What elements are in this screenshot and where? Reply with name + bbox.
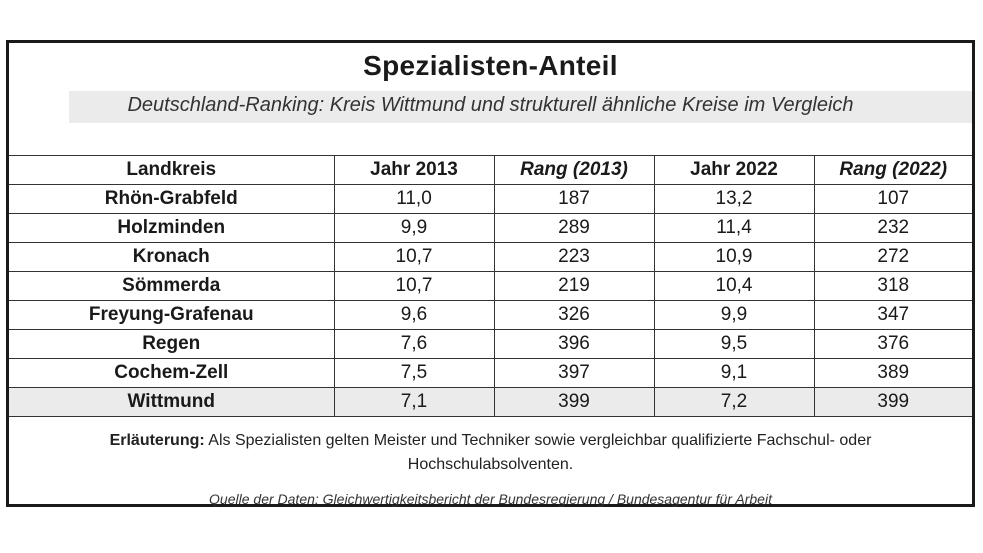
table-row: Freyung-Grafenau 9,6 326 9,9 347 [9, 300, 972, 330]
column-header-jahr-2013: Jahr 2013 [334, 155, 495, 185]
cell-landkreis: Regen [9, 329, 335, 359]
cell-landkreis: Cochem-Zell [9, 358, 335, 388]
column-header-landkreis: Landkreis [9, 155, 335, 185]
cell-rang-2022: 376 [814, 329, 972, 359]
column-header-rang-2022: Rang (2022) [814, 155, 972, 185]
cell-landkreis: Holzminden [9, 213, 335, 243]
cell-rang-2013: 219 [494, 271, 655, 301]
table-row: Rhön-Grabfeld 11,0 187 13,2 107 [9, 184, 972, 214]
cell-jahr-2022: 10,4 [654, 271, 815, 301]
table-row: Kronach 10,7 223 10,9 272 [9, 242, 972, 272]
cell-jahr-2022: 7,2 [654, 387, 815, 417]
cell-rang-2022: 232 [814, 213, 972, 243]
cell-jahr-2022: 10,9 [654, 242, 815, 272]
explanation-note: Erläuterung: Als Spezialisten gelten Mei… [49, 429, 932, 477]
cell-jahr-2022: 11,4 [654, 213, 815, 243]
column-header-rang-2013: Rang (2013) [494, 155, 655, 185]
column-header-jahr-2022: Jahr 2022 [654, 155, 815, 185]
cell-jahr-2013: 7,5 [334, 358, 495, 388]
cell-jahr-2013: 11,0 [334, 184, 495, 214]
cell-rang-2022: 399 [814, 387, 972, 417]
cell-jahr-2022: 9,5 [654, 329, 815, 359]
cell-rang-2022: 347 [814, 300, 972, 330]
cell-jahr-2022: 9,9 [654, 300, 815, 330]
table-row: Holzminden 9,9 289 11,4 232 [9, 213, 972, 243]
cell-jahr-2013: 9,6 [334, 300, 495, 330]
cell-landkreis: Freyung-Grafenau [9, 300, 335, 330]
table-header-row: Landkreis Jahr 2013 Rang (2013) Jahr 202… [9, 155, 972, 185]
cell-jahr-2013: 10,7 [334, 271, 495, 301]
cell-rang-2013: 326 [494, 300, 655, 330]
cell-rang-2013: 396 [494, 329, 655, 359]
table-row: Cochem-Zell 7,5 397 9,1 389 [9, 358, 972, 388]
cell-rang-2022: 107 [814, 184, 972, 214]
cell-jahr-2022: 13,2 [654, 184, 815, 214]
cell-rang-2013: 397 [494, 358, 655, 388]
cell-landkreis: Rhön-Grabfeld [9, 184, 335, 214]
cell-rang-2013: 187 [494, 184, 655, 214]
table-row-highlighted: Wittmund 7,1 399 7,2 399 [9, 387, 972, 417]
page-subtitle: Deutschland-Ranking: Kreis Wittmund und … [127, 94, 854, 116]
subtitle-band [69, 91, 972, 123]
cell-jahr-2013: 9,9 [334, 213, 495, 243]
cell-rang-2013: 399 [494, 387, 655, 417]
page-title: Spezialisten-Anteil [363, 50, 618, 81]
ranking-table: Landkreis Jahr 2013 Rang (2013) Jahr 202… [9, 155, 972, 417]
table-row: Regen 7,6 396 9,5 376 [9, 329, 972, 359]
cell-landkreis: Wittmund [9, 387, 335, 417]
explanation-label: Erläuterung: [109, 432, 205, 449]
cell-rang-2013: 223 [494, 242, 655, 272]
cell-jahr-2013: 7,1 [334, 387, 495, 417]
data-source: Quelle der Daten: Gleichwertigkeitsberic… [209, 491, 772, 507]
table-row: Sömmerda 10,7 219 10,4 318 [9, 271, 972, 301]
cell-rang-2022: 389 [814, 358, 972, 388]
cell-rang-2022: 272 [814, 242, 972, 272]
cell-jahr-2013: 7,6 [334, 329, 495, 359]
cell-jahr-2022: 9,1 [654, 358, 815, 388]
cell-rang-2013: 289 [494, 213, 655, 243]
explanation-text: Als Spezialisten gelten Meister und Tech… [204, 432, 872, 473]
cell-rang-2022: 318 [814, 271, 972, 301]
cell-landkreis: Kronach [9, 242, 335, 272]
cell-landkreis: Sömmerda [9, 271, 335, 301]
infographic-frame: Spezialisten-Anteil Deutschland-Ranking:… [6, 40, 975, 507]
cell-jahr-2013: 10,7 [334, 242, 495, 272]
